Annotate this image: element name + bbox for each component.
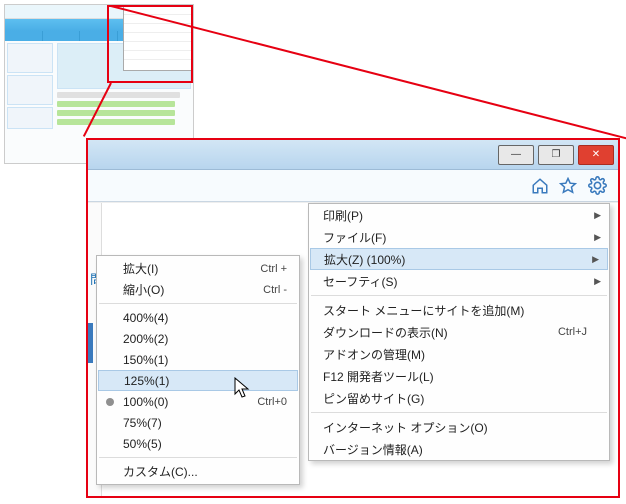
menu-downloads[interactable]: ダウンロードの表示(N) Ctrl+J <box>309 321 609 343</box>
menu-label: 100%(0) <box>123 395 168 409</box>
menu-shortcut: Ctrl - <box>263 284 287 296</box>
home-icon[interactable] <box>531 177 549 195</box>
menu-about[interactable]: バージョン情報(A) <box>309 438 609 460</box>
menu-label: 150%(1) <box>123 353 168 367</box>
menu-shortcut: Ctrl+0 <box>257 396 287 408</box>
menu-label: 印刷(P) <box>323 207 363 224</box>
menu-safety[interactable]: セーフティ(S) ▶ <box>309 270 609 292</box>
menu-label: ピン留めサイト(G) <box>323 390 424 407</box>
menu-zoom[interactable]: 拡大(Z) (100%) ▶ <box>310 248 608 270</box>
browser-toolbar <box>88 170 618 202</box>
zoom-125[interactable]: 125%(1) <box>98 370 298 391</box>
menu-label: 75%(7) <box>123 416 162 430</box>
menu-label: 拡大(Z) (100%) <box>324 251 405 268</box>
window-titlebar: — ❐ ✕ <box>88 140 618 170</box>
current-indicator-icon <box>106 398 114 406</box>
maximize-button[interactable]: ❐ <box>538 145 574 165</box>
zoom-in[interactable]: 拡大(I) Ctrl + <box>97 258 299 279</box>
zoom-100[interactable]: 100%(0) Ctrl+0 <box>97 391 299 412</box>
menu-add-to-start[interactable]: スタート メニューにサイトを追加(M) <box>309 299 609 321</box>
menu-label: F12 開発者ツール(L) <box>323 368 434 385</box>
menu-label: バージョン情報(A) <box>323 441 423 458</box>
submenu-arrow-icon: ▶ <box>594 210 601 221</box>
menu-separator <box>311 412 607 413</box>
zoom-submenu[interactable]: 拡大(I) Ctrl + 縮小(O) Ctrl - 400%(4) 200%(2… <box>96 255 300 485</box>
menu-addons[interactable]: アドオンの管理(M) <box>309 343 609 365</box>
zoom-150[interactable]: 150%(1) <box>97 349 299 370</box>
submenu-arrow-icon: ▶ <box>594 232 601 243</box>
zoom-out[interactable]: 縮小(O) Ctrl - <box>97 279 299 300</box>
menu-label: インターネット オプション(O) <box>323 419 488 436</box>
minimize-button[interactable]: — <box>498 145 534 165</box>
thumb-sidebar <box>5 41 55 163</box>
menu-label: スタート メニューにサイトを追加(M) <box>323 302 524 319</box>
star-icon[interactable] <box>559 177 577 195</box>
zoom-50[interactable]: 50%(5) <box>97 433 299 454</box>
menu-label: 拡大(I) <box>123 260 158 277</box>
close-button[interactable]: ✕ <box>578 145 614 165</box>
menu-label: カスタム(C)... <box>123 463 198 480</box>
thumb-menu-overlay <box>123 5 193 71</box>
menu-label: ファイル(F) <box>323 229 386 246</box>
callout-panel: — ❐ ✕ 問 印刷(P) ▶ ファイル(F) ▶ <box>86 138 620 498</box>
menu-label: 縮小(O) <box>123 281 164 298</box>
menu-print[interactable]: 印刷(P) ▶ <box>309 204 609 226</box>
tools-menu[interactable]: 印刷(P) ▶ ファイル(F) ▶ 拡大(Z) (100%) ▶ セーフティ(S… <box>308 203 610 461</box>
browser-content: 問 印刷(P) ▶ ファイル(F) ▶ 拡大(Z) (100%) ▶ セーフティ… <box>88 202 618 496</box>
menu-internet-options[interactable]: インターネット オプション(O) <box>309 416 609 438</box>
menu-separator <box>311 295 607 296</box>
menu-f12[interactable]: F12 開発者ツール(L) <box>309 365 609 387</box>
submenu-arrow-icon: ▶ <box>594 276 601 287</box>
menu-label: 200%(2) <box>123 332 168 346</box>
menu-label: ダウンロードの表示(N) <box>323 324 448 341</box>
zoom-200[interactable]: 200%(2) <box>97 328 299 349</box>
menu-shortcut: Ctrl + <box>260 263 287 275</box>
menu-label: アドオンの管理(M) <box>323 346 425 363</box>
menu-label: 50%(5) <box>123 437 162 451</box>
menu-label: 125%(1) <box>124 374 169 388</box>
submenu-arrow-icon: ▶ <box>592 254 599 265</box>
menu-separator <box>99 457 297 458</box>
menu-label: 400%(4) <box>123 311 168 325</box>
zoom-400[interactable]: 400%(4) <box>97 307 299 328</box>
menu-file[interactable]: ファイル(F) ▶ <box>309 226 609 248</box>
page-blue-fragment <box>88 323 93 363</box>
menu-label: セーフティ(S) <box>323 273 398 290</box>
menu-pinned-sites[interactable]: ピン留めサイト(G) <box>309 387 609 409</box>
zoom-custom[interactable]: カスタム(C)... <box>97 461 299 482</box>
gear-icon[interactable] <box>587 175 608 196</box>
menu-shortcut: Ctrl+J <box>558 326 587 338</box>
zoom-75[interactable]: 75%(7) <box>97 412 299 433</box>
menu-separator <box>99 303 297 304</box>
